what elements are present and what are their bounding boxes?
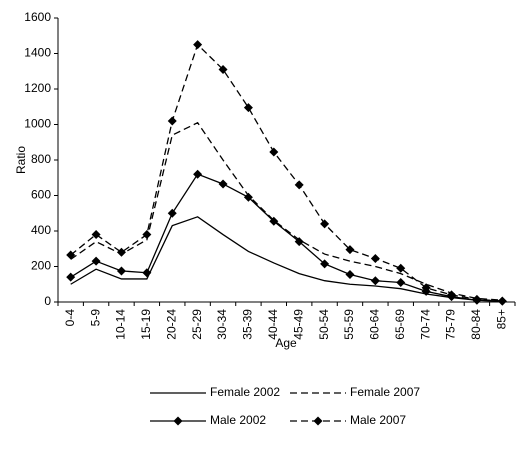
x-tick-label: 55-59	[342, 309, 356, 340]
y-tick-label: 200	[31, 259, 51, 273]
marker	[193, 40, 203, 50]
x-tick-label: 5-9	[88, 309, 102, 327]
series-line	[70, 173, 503, 302]
marker	[294, 180, 304, 190]
marker	[472, 294, 482, 304]
marker	[66, 250, 76, 260]
marker	[243, 192, 253, 202]
x-tick-label: 60-64	[368, 309, 382, 340]
legend-label: Female 2007	[350, 385, 420, 399]
y-tick-label: 1600	[24, 10, 51, 24]
legend-marker	[313, 416, 323, 426]
marker	[345, 245, 355, 255]
x-tick-label: 65-69	[393, 309, 407, 340]
x-tick-label: 15-19	[139, 309, 153, 340]
marker	[396, 277, 406, 287]
marker	[370, 276, 380, 286]
y-tick-label: 1000	[24, 117, 51, 131]
marker	[116, 266, 126, 276]
y-tick-label: 400	[31, 223, 51, 237]
x-tick-label: 80-84	[469, 309, 483, 340]
marker	[497, 296, 507, 306]
marker	[421, 283, 431, 293]
marker	[396, 263, 406, 273]
marker	[116, 247, 126, 257]
marker	[345, 269, 355, 279]
legend-marker	[173, 416, 183, 426]
x-tick-label: 85+	[494, 309, 508, 329]
marker	[269, 216, 279, 226]
x-tick-label: 20-24	[164, 309, 178, 340]
marker	[447, 290, 457, 300]
x-tick-label: 40-44	[266, 309, 280, 340]
y-tick-label: 600	[31, 188, 51, 202]
marker	[294, 237, 304, 247]
legend-label: Female 2002	[210, 385, 280, 399]
marker	[91, 230, 101, 240]
marker	[218, 179, 228, 189]
marker	[167, 208, 177, 218]
marker	[370, 254, 380, 264]
marker	[91, 256, 101, 266]
marker	[243, 103, 253, 113]
x-tick-label: 70-74	[418, 309, 432, 340]
x-tick-label: 0-4	[63, 309, 77, 327]
x-tick-label: 30-34	[215, 309, 229, 340]
y-tick-label: 800	[31, 152, 51, 166]
x-axis-label: Age	[275, 336, 297, 350]
marker	[193, 169, 203, 179]
x-tick-label: 25-29	[190, 309, 204, 340]
y-tick-label: 0	[44, 294, 51, 308]
x-tick-label: 50-54	[317, 309, 331, 340]
marker	[218, 64, 228, 74]
y-axis-label: Ratio	[14, 146, 28, 174]
x-tick-label: 35-39	[241, 309, 255, 340]
marker	[320, 259, 330, 269]
series-line	[70, 216, 503, 302]
marker	[320, 219, 330, 229]
legend-label: Male 2002	[210, 413, 266, 427]
series-line	[70, 43, 503, 302]
legend-label: Male 2007	[350, 413, 406, 427]
marker	[142, 230, 152, 240]
marker	[66, 272, 76, 282]
y-tick-label: 1200	[24, 81, 51, 95]
x-tick-label: 75-79	[444, 309, 458, 340]
x-tick-label: 10-14	[114, 309, 128, 340]
marker	[167, 116, 177, 126]
marker	[142, 268, 152, 278]
marker	[269, 147, 279, 157]
x-tick-label: 45-49	[291, 309, 305, 340]
series-line	[70, 121, 503, 301]
y-tick-label: 1400	[24, 46, 51, 60]
